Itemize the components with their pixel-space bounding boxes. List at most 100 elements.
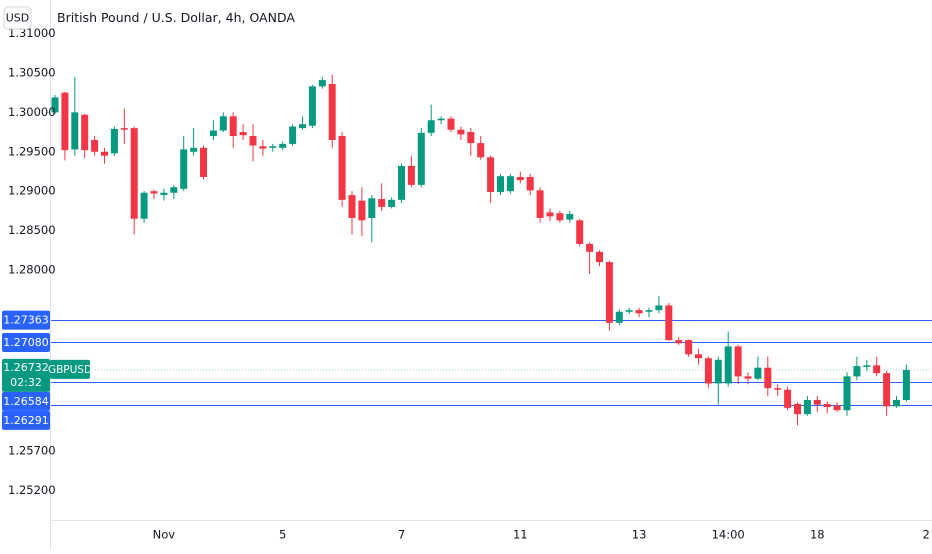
candle-body xyxy=(299,124,306,129)
candle-body xyxy=(398,165,405,200)
level-label-box xyxy=(2,410,50,430)
candle-body xyxy=(289,126,297,144)
candle-body xyxy=(497,176,504,192)
candle-body xyxy=(229,116,237,137)
candle-body xyxy=(71,112,79,150)
last-price-box xyxy=(2,358,50,392)
y-tick-label: 1.25700 xyxy=(8,444,56,458)
candle-body xyxy=(586,243,594,252)
candle-body xyxy=(239,132,247,136)
candle-body xyxy=(615,311,623,323)
candle-body xyxy=(655,305,663,311)
candle-body xyxy=(546,212,554,217)
candle-body xyxy=(190,147,198,152)
candle-body xyxy=(516,176,524,181)
candle-body xyxy=(873,365,881,374)
candle-body xyxy=(437,118,445,121)
candle-body xyxy=(863,365,871,367)
candle-body xyxy=(734,346,742,377)
symbol-label: GBPUSD xyxy=(48,364,92,376)
candle-body xyxy=(794,403,801,415)
candle-body xyxy=(160,192,168,196)
candle-body xyxy=(120,128,128,130)
candle-body xyxy=(704,358,712,384)
candle-body xyxy=(596,251,603,263)
candle-body xyxy=(407,165,415,185)
candle-body xyxy=(714,359,722,384)
candle-body xyxy=(556,213,564,221)
candle-body xyxy=(259,146,267,149)
candle-body xyxy=(576,220,584,244)
x-tick-label: 14:00 xyxy=(712,528,745,542)
x-tick-label: 2 xyxy=(923,528,930,542)
candle-body xyxy=(81,114,89,151)
candle-body xyxy=(487,157,495,192)
candle-body xyxy=(764,367,772,389)
y-tick-label: 1.30000 xyxy=(8,105,56,119)
candle-body xyxy=(457,129,465,135)
y-tick-label: 1.31000 xyxy=(8,26,56,40)
candle-body xyxy=(200,147,207,177)
x-tick-label: 7 xyxy=(398,528,405,542)
countdown-label: 02:32 xyxy=(10,376,42,389)
candle-body xyxy=(695,354,702,359)
candle-body xyxy=(51,97,59,113)
candle-body xyxy=(348,195,356,218)
candle-body xyxy=(358,200,366,221)
level-label: 1.27080 xyxy=(3,336,49,349)
candle-body xyxy=(665,305,673,341)
candle-body xyxy=(605,262,613,323)
candle-body xyxy=(526,176,534,191)
candle-body xyxy=(447,118,455,130)
level-label-box xyxy=(2,332,50,352)
candle-body xyxy=(833,405,841,411)
y-tick-label: 1.28000 xyxy=(8,262,56,276)
y-tick-label: 1.29500 xyxy=(8,144,56,158)
candle-body xyxy=(853,366,861,377)
candle-body xyxy=(566,214,574,220)
candle-body xyxy=(101,151,108,156)
candle-body xyxy=(724,346,732,384)
candle-body xyxy=(893,399,900,407)
candle-body xyxy=(427,120,435,133)
candle-body xyxy=(645,310,653,312)
candle-body xyxy=(823,403,831,408)
y-tick-label: 1.30500 xyxy=(8,65,56,79)
candle-body xyxy=(843,376,851,411)
currency-label: USD xyxy=(6,12,30,25)
level-label: 1.26584 xyxy=(3,395,49,408)
last-price-label: 1.26732 xyxy=(3,361,49,374)
candle-body xyxy=(506,176,514,192)
candle-body xyxy=(318,80,326,87)
y-tick-label: 1.29000 xyxy=(8,184,56,198)
candle-body xyxy=(744,376,752,379)
candle-body xyxy=(784,389,792,408)
candle-body xyxy=(91,139,99,152)
grid-layer xyxy=(50,320,932,406)
currency-button[interactable] xyxy=(3,6,32,30)
price-labels: 1.27363 1.27080 1.26732 02:32 GBPUSD 1.26584 1… xyxy=(2,310,92,430)
y-tick-label: 1.28500 xyxy=(8,223,56,237)
level-label: 1.26291 xyxy=(3,414,49,427)
x-tick-label: 13 xyxy=(632,528,647,542)
candle-body xyxy=(279,143,287,148)
candle-body xyxy=(368,198,376,218)
candle-body xyxy=(219,116,227,131)
candle-body xyxy=(417,132,425,185)
chart-title: British Pound / U.S. Dollar, 4h, OANDA xyxy=(57,10,295,25)
candle-body xyxy=(774,388,782,390)
level-label: 1.27363 xyxy=(3,314,49,327)
x-tick-label: 5 xyxy=(279,528,286,542)
candle-body xyxy=(130,128,138,219)
candle-body xyxy=(467,132,475,144)
axis-layer: 1.31000 1.30500 1.30000 1.29500 1.29000 1.285… xyxy=(8,26,930,541)
candle-body xyxy=(536,190,544,218)
x-tick-label: 18 xyxy=(810,528,825,542)
candle-body xyxy=(625,310,633,312)
candle-body xyxy=(883,373,891,407)
symbol-box xyxy=(50,359,90,379)
candle-body xyxy=(378,199,386,207)
